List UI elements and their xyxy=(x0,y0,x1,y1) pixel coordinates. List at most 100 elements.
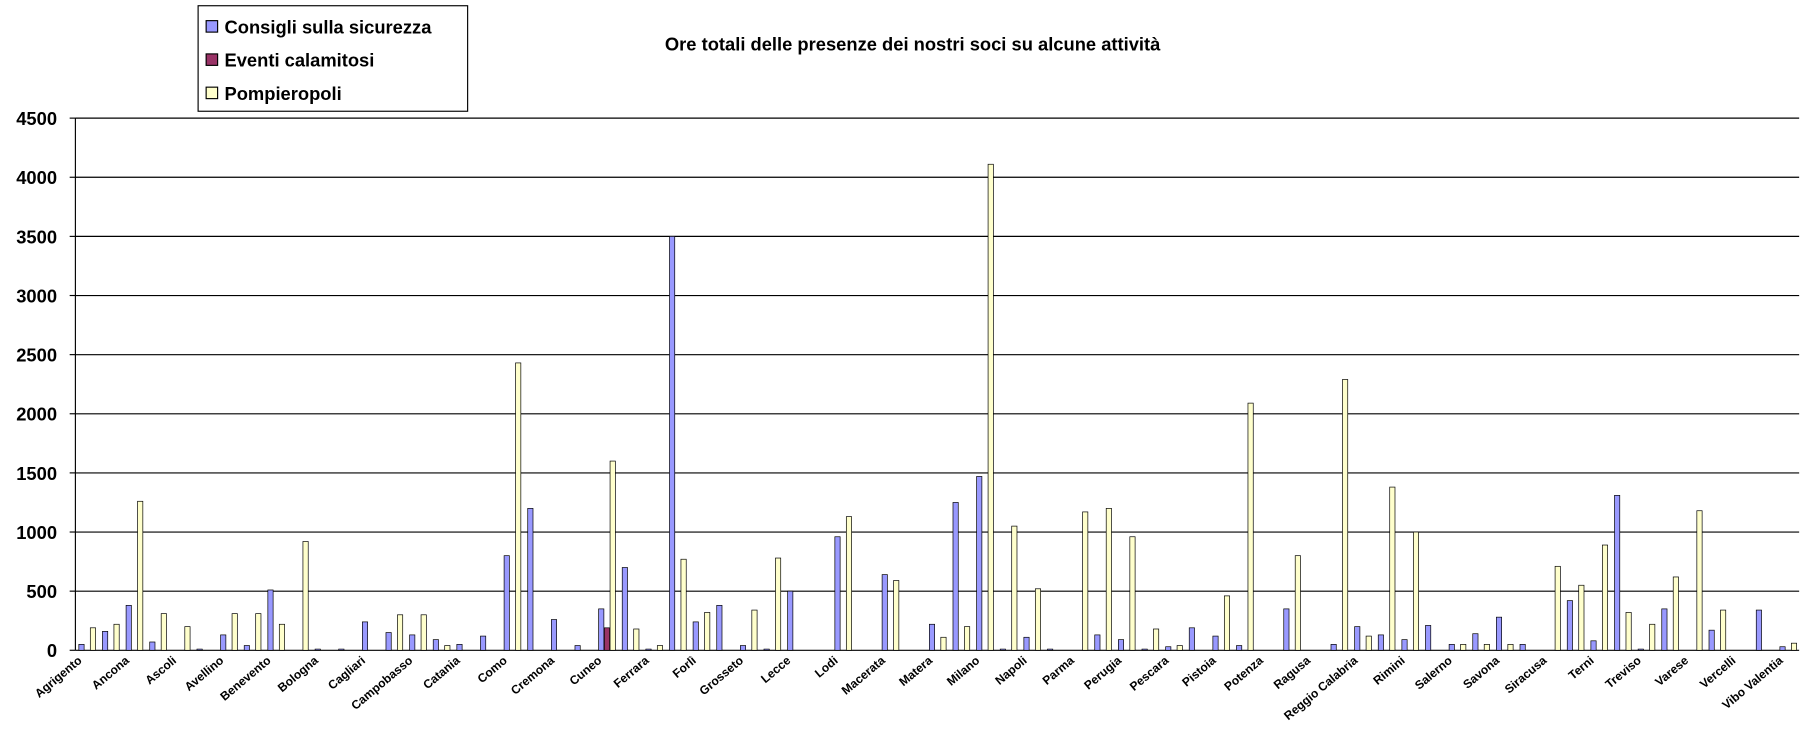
bar xyxy=(1779,646,1786,651)
x-tick-label: Bologna xyxy=(275,653,321,695)
bar xyxy=(999,648,1006,651)
x-tick-label: Perugia xyxy=(1081,653,1124,692)
bar xyxy=(314,648,321,651)
y-tick-label: 4500 xyxy=(16,108,57,129)
bar xyxy=(149,641,156,651)
bar xyxy=(881,574,888,651)
x-tick-label: Napoli xyxy=(992,653,1029,687)
x-tick-label: Savona xyxy=(1460,653,1502,691)
bar xyxy=(952,502,959,651)
x-tick-label: Ancona xyxy=(89,653,132,692)
bar xyxy=(1590,640,1597,651)
legend-label: Consigli sulla sicurezza xyxy=(224,16,432,37)
x-tick-label: Lodi xyxy=(812,653,840,680)
x-tick-label: Lecce xyxy=(758,653,793,686)
bar xyxy=(1460,644,1467,651)
bar xyxy=(1034,588,1041,651)
bar xyxy=(137,500,144,651)
bar xyxy=(1649,623,1656,651)
legend-swatch xyxy=(205,53,219,66)
bar xyxy=(1188,627,1195,651)
x-tick-label: Pistoia xyxy=(1179,653,1218,689)
bar xyxy=(1672,576,1679,651)
bar xyxy=(1153,628,1160,651)
bar xyxy=(1483,644,1490,651)
bar xyxy=(621,567,628,651)
x-tick-label: Avellino xyxy=(182,653,227,694)
bar xyxy=(420,614,427,651)
bar xyxy=(1011,525,1018,651)
bar xyxy=(680,558,687,651)
bar xyxy=(397,614,404,651)
bar xyxy=(1389,486,1396,651)
bar xyxy=(113,623,120,651)
y-tick-label: 3000 xyxy=(16,285,57,306)
bar xyxy=(603,627,610,651)
x-tick-label: Treviso xyxy=(1603,653,1644,691)
bar xyxy=(1047,648,1054,651)
bar xyxy=(338,648,345,651)
bar xyxy=(763,648,770,651)
bar xyxy=(598,608,605,651)
bar xyxy=(1696,510,1703,651)
bar xyxy=(456,644,463,651)
bar xyxy=(716,604,723,651)
bar xyxy=(385,632,392,651)
bar xyxy=(527,508,534,651)
x-tick-label: Cremona xyxy=(508,653,557,697)
bar xyxy=(1507,644,1514,651)
bar xyxy=(704,612,711,651)
bar xyxy=(1082,511,1089,651)
bar xyxy=(1342,379,1349,651)
bar xyxy=(976,476,983,651)
legend-swatch xyxy=(205,20,219,33)
bar xyxy=(692,621,699,651)
bar xyxy=(633,628,640,651)
bar xyxy=(1708,629,1715,651)
bar xyxy=(929,623,935,651)
bar xyxy=(196,648,203,651)
x-tick-label: Milano xyxy=(944,653,982,688)
x-tick-label: Vercelli xyxy=(1697,653,1738,691)
bar xyxy=(1566,600,1573,651)
bar xyxy=(302,541,309,651)
bar xyxy=(775,557,782,651)
y-tick-label: 4000 xyxy=(16,167,57,188)
bar xyxy=(1625,612,1632,651)
y-tick-label: 3500 xyxy=(16,226,57,247)
bar xyxy=(255,613,262,651)
y-tick-label: 500 xyxy=(26,581,57,602)
bar xyxy=(1365,635,1372,651)
x-tick-label: Cagliari xyxy=(325,653,368,692)
bar xyxy=(231,613,238,651)
bar xyxy=(1330,644,1337,651)
bar xyxy=(1554,565,1561,651)
bar xyxy=(1496,616,1502,651)
bar xyxy=(940,636,947,651)
bar xyxy=(515,362,522,651)
bar xyxy=(362,621,368,651)
x-tick-label: Pescara xyxy=(1127,653,1172,694)
bar xyxy=(1236,645,1243,651)
bar xyxy=(1176,645,1183,651)
bar xyxy=(574,645,581,651)
y-tick-label: 2500 xyxy=(16,345,57,366)
legend-box xyxy=(197,5,469,112)
bar xyxy=(503,555,510,651)
bar xyxy=(125,604,132,651)
bar xyxy=(1283,608,1290,651)
x-tick-label: Varese xyxy=(1652,653,1691,689)
y-tick-label: 1000 xyxy=(16,522,57,543)
x-tick-label: Terni xyxy=(1566,653,1597,682)
x-tick-label: Forlì xyxy=(670,653,699,680)
x-tick-label: Rimini xyxy=(1370,653,1407,687)
bar xyxy=(278,623,285,651)
bar xyxy=(1247,402,1254,651)
legend: Consigli sulla sicurezza Eventi calamitos… xyxy=(197,5,469,112)
y-tick-label: 1500 xyxy=(16,463,57,484)
bar xyxy=(1094,634,1101,651)
bar xyxy=(1294,555,1301,651)
bar xyxy=(409,634,416,651)
bar xyxy=(220,634,227,651)
